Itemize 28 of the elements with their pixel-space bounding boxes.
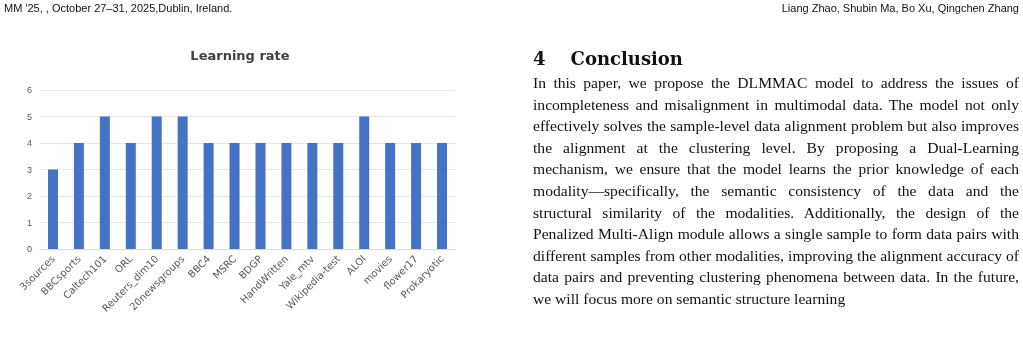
bar [151, 116, 162, 249]
bar [385, 143, 396, 249]
text: MM '25, , October 27–31, 2025,Dublin, Ireland. [4, 2, 233, 14]
y-tick-label: 5 [26, 111, 32, 122]
y-tick-label: 1 [26, 217, 32, 228]
y-tick-label: 0 [26, 244, 32, 254]
bar [203, 143, 214, 249]
bar [359, 116, 370, 249]
bar [307, 143, 318, 249]
bar [281, 143, 292, 249]
chart-title: Learning rate [190, 48, 290, 63]
text: Liang Zhao, Shubin Ma, Bo Xu, Qingchen Zhang [781, 2, 1019, 14]
y-tick-label: 6 [26, 85, 32, 95]
bar [437, 143, 448, 249]
bar [411, 143, 422, 249]
text: In this paper, we propose the DLMMAC model to address the issues of incompleteness and misalignment in multimodal data. The model not only effectively solves the sample-level data alignment problem but also improves the alignment at the clustering level. By proposing a Dual-Learning mechanism, we ensure that the model learns the prior knowledge of each modality—specifically, the semantic consistency of the data and the structural similarity of the modalities. Additionally, the design of the Penalized Multi-Align module allows a single sample to form data pairs with different samples from other modalities, improving the alignment accuracy of data pairs and preventing clustering phenomena between data. In the future, we will focus more on semantic structure learning [533, 74, 1019, 307]
bar [47, 169, 58, 249]
y-tick-label: 3 [26, 164, 32, 175]
y-tick-label: 2 [26, 191, 32, 201]
text: 4 Conclusion [533, 48, 683, 69]
bar [99, 116, 110, 249]
bar [73, 143, 84, 249]
bar [177, 116, 188, 249]
y-tick-label: 4 [26, 138, 32, 148]
bar [255, 143, 266, 249]
bar [125, 143, 136, 249]
bar [333, 143, 344, 249]
bar [229, 143, 240, 249]
